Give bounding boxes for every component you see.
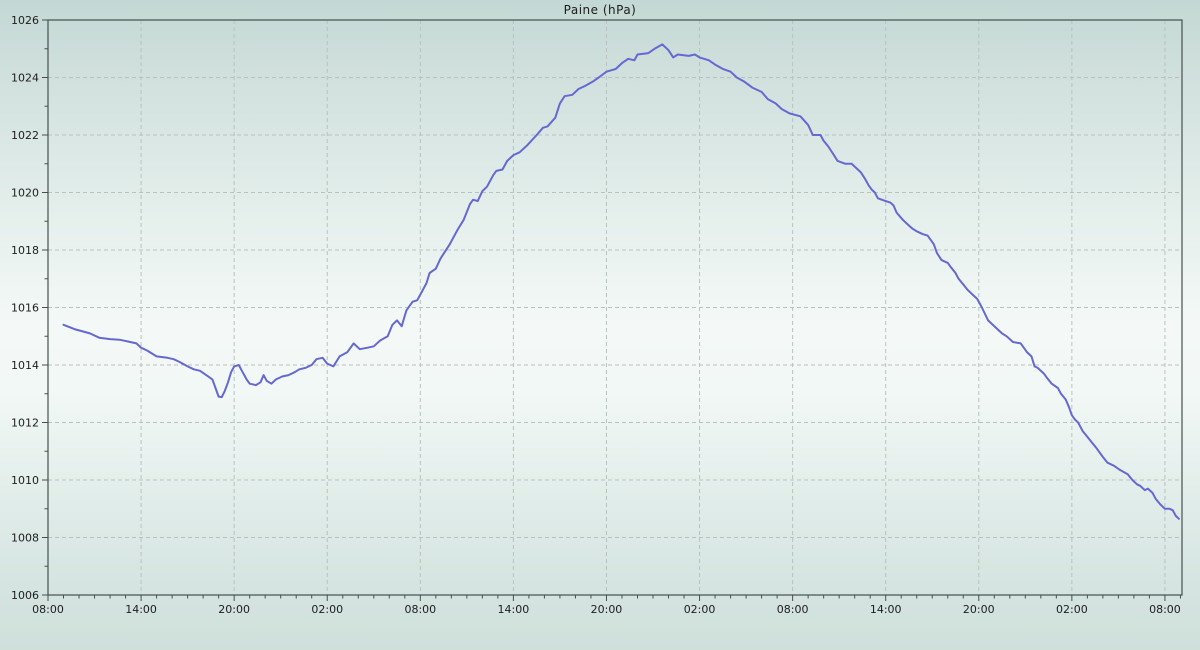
svg-text:1014: 1014: [11, 359, 39, 372]
svg-text:1012: 1012: [11, 417, 39, 430]
grid: [48, 20, 1182, 595]
svg-text:14:00: 14:00: [870, 603, 902, 616]
svg-text:08:00: 08:00: [1149, 603, 1181, 616]
svg-text:02:00: 02:00: [311, 603, 343, 616]
svg-text:1010: 1010: [11, 474, 39, 487]
svg-text:20:00: 20:00: [591, 603, 623, 616]
svg-text:1016: 1016: [11, 302, 39, 315]
plot-border: [47, 19, 1183, 596]
svg-text:14:00: 14:00: [498, 603, 530, 616]
svg-text:1026: 1026: [11, 14, 39, 27]
x-axis: [47, 595, 1181, 601]
svg-text:1020: 1020: [11, 187, 39, 200]
svg-text:1022: 1022: [11, 129, 39, 142]
svg-text:1008: 1008: [11, 532, 39, 545]
chart-title: Paine (hPa): [563, 3, 637, 17]
svg-text:02:00: 02:00: [1056, 603, 1088, 616]
svg-text:1006: 1006: [11, 589, 39, 602]
svg-text:08:00: 08:00: [777, 603, 809, 616]
x-tick-labels: 08:00 14:00 20:00 02:00 08:00 14:00 20:00 02:00…: [32, 603, 1181, 616]
y-axis: [42, 19, 48, 596]
svg-text:02:00: 02:00: [684, 603, 716, 616]
svg-text:08:00: 08:00: [404, 603, 436, 616]
svg-text:14:00: 14:00: [125, 603, 157, 616]
svg-text:08:00: 08:00: [32, 603, 64, 616]
pressure-line: [62, 43, 1180, 520]
svg-text:1018: 1018: [11, 244, 39, 257]
y-tick-labels: 1006 1008 1010 1012 1014 1016 1018 1020 1022 1024…: [11, 14, 39, 602]
svg-text:20:00: 20:00: [218, 603, 250, 616]
svg-text:1024: 1024: [11, 72, 39, 85]
svg-text:20:00: 20:00: [963, 603, 995, 616]
